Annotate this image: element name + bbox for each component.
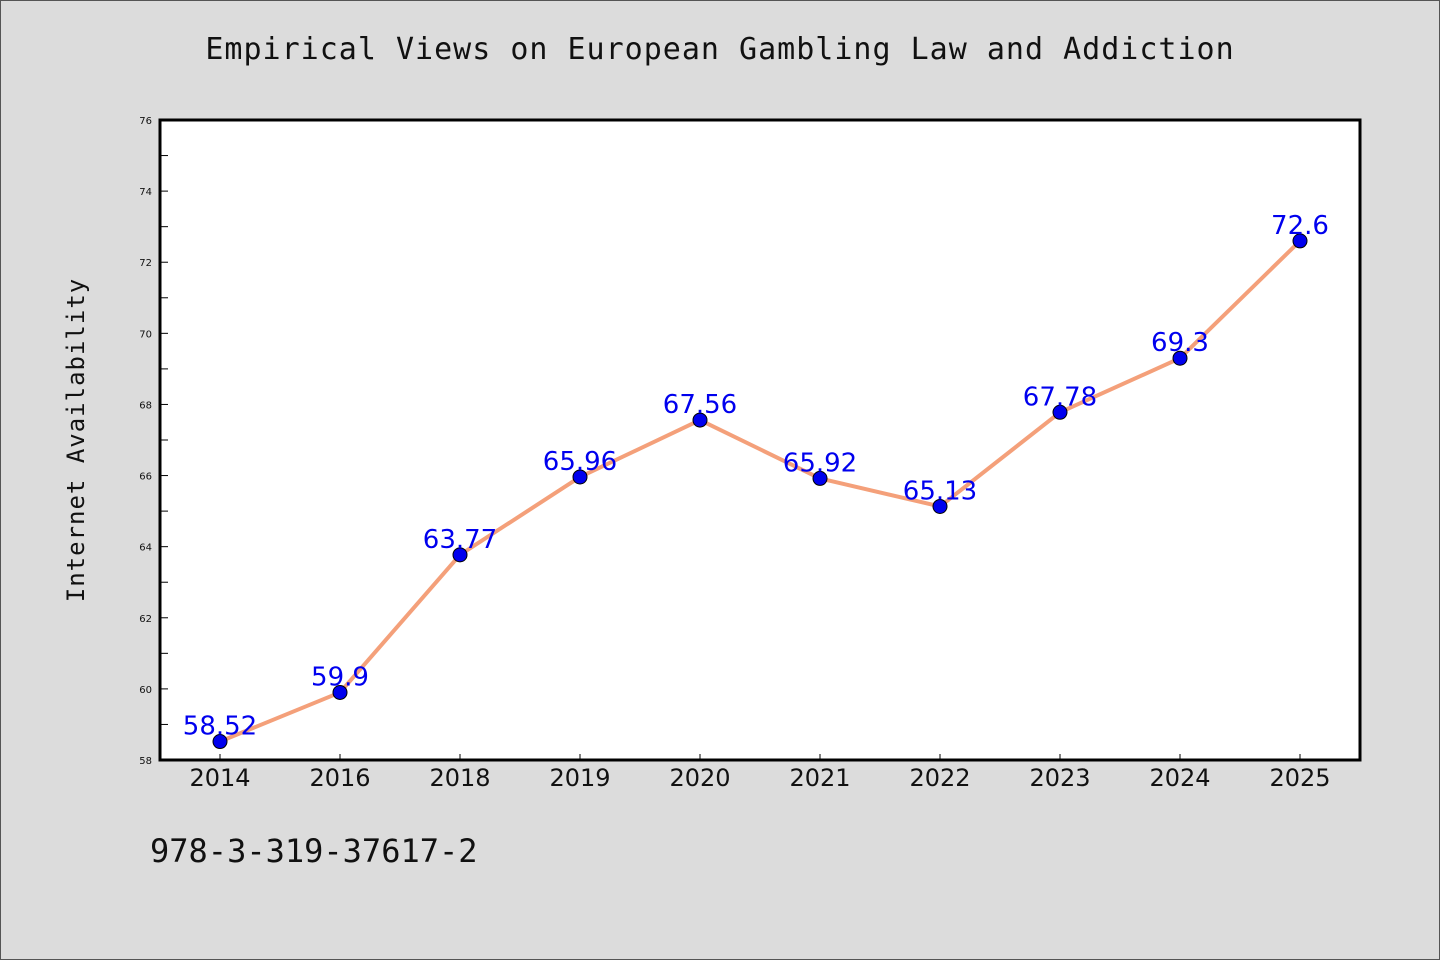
y-tick-label: 60 <box>139 685 152 696</box>
plot-area <box>158 118 1362 762</box>
data-label: 58.52 <box>183 712 257 742</box>
data-label: 63.77 <box>423 525 497 555</box>
data-point <box>572 469 588 485</box>
y-tick-label: 70 <box>139 329 152 340</box>
chart-title: Empirical Views on European Gambling Law… <box>205 32 1235 67</box>
data-point <box>1172 350 1188 366</box>
y-tick-label: 66 <box>139 472 152 483</box>
data-point <box>692 412 708 428</box>
x-tick-label: 2016 <box>309 764 370 792</box>
x-tick-label: 2021 <box>789 764 850 792</box>
y-tick-label: 62 <box>139 614 152 625</box>
data-label: 65.92 <box>783 448 857 478</box>
data-label: 67.56 <box>663 390 737 420</box>
x-tick-label: 2024 <box>1149 764 1210 792</box>
data-point <box>332 684 348 700</box>
y-axis-label: Internet Availability <box>62 278 90 602</box>
data-label: 65.96 <box>543 447 617 477</box>
x-tick-label: 2019 <box>549 764 610 792</box>
data-label: 69.3 <box>1151 328 1209 358</box>
x-tick-label: 2014 <box>189 764 250 792</box>
y-tick-label: 76 <box>139 116 152 127</box>
data-point <box>452 547 468 563</box>
y-tick-label: 58 <box>139 756 152 767</box>
data-point <box>1052 404 1068 420</box>
data-point <box>812 470 828 486</box>
data-label: 65.13 <box>903 476 977 506</box>
series-line <box>219 239 1302 744</box>
data-label: 59.9 <box>311 662 369 692</box>
y-tick-label: 64 <box>139 543 152 554</box>
x-tick-label: 2020 <box>669 764 730 792</box>
data-point <box>932 498 948 514</box>
x-tick-label: 2018 <box>429 764 490 792</box>
y-tick-label: 68 <box>139 400 152 411</box>
y-tick-label: 72 <box>139 258 152 269</box>
x-tick-label: 2022 <box>909 764 970 792</box>
data-point <box>1292 233 1308 249</box>
data-label: 67.78 <box>1023 382 1097 412</box>
y-tick-label: 74 <box>139 187 152 198</box>
data-label: 72.6 <box>1271 211 1329 241</box>
x-tick-label: 2025 <box>1269 764 1330 792</box>
x-tick-label: 2023 <box>1029 764 1090 792</box>
isbn-footnote: 978-3-319-37617-2 <box>150 832 478 870</box>
data-point <box>212 734 228 750</box>
